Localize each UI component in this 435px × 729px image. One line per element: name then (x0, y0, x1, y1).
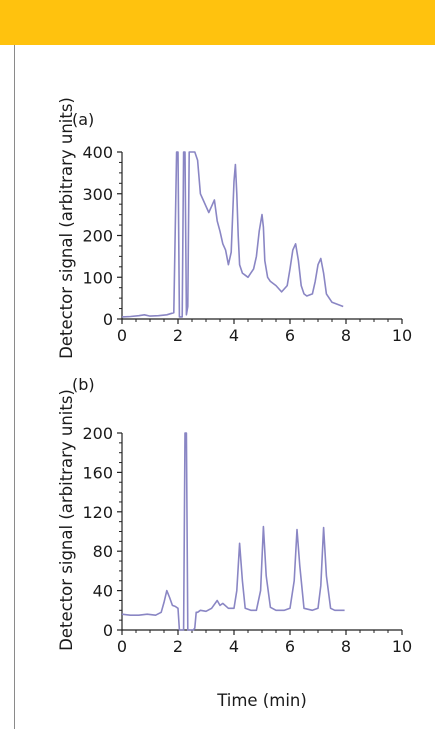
panel-b-y-tick-label: 160 (82, 463, 113, 482)
panel-b-y-tick-label: 200 (82, 424, 113, 443)
panel-a-x-tick-label: 2 (173, 326, 183, 345)
panel-b-x-tick-label: 0 (117, 637, 127, 656)
panel-b-x-tick-label: 4 (229, 637, 239, 656)
panel-b-x-tick-label: 6 (285, 637, 295, 656)
panel-a-x-tick-label: 10 (392, 326, 412, 345)
panel-a-y-tick-label: 400 (82, 143, 113, 162)
panel-a-y-tick-label: 0 (103, 310, 113, 329)
panel-b-ylabel: Detector signal (arbitrary units) (57, 389, 76, 651)
left-rule (14, 45, 15, 729)
panel-a-y-tick-label: 100 (82, 268, 113, 287)
panel-a-x-tick-label: 6 (285, 326, 295, 345)
panel-a-signal-trace (121, 151, 344, 318)
panel-a-x-tick-label: 8 (341, 326, 351, 345)
panel-b-y-tick-label: 40 (93, 582, 113, 601)
header-banner (0, 0, 435, 45)
panel-b-signal-trace (121, 432, 345, 631)
panel-b-xlabel: Time (min) (216, 691, 307, 710)
panel-b-y-tick-label: 120 (82, 503, 113, 522)
panel-a-x-tick-label: 4 (229, 326, 239, 345)
panel-b-y-tick-label: 0 (103, 621, 113, 640)
panel-b-label: (b) (72, 375, 95, 394)
panel-b-y-tick-label: 80 (93, 542, 113, 561)
panel-a-label: (a) (72, 110, 94, 129)
panel-b-x-tick-label: 2 (173, 637, 183, 656)
panel-a-ylabel: Detector signal (arbitrary units) (57, 97, 76, 359)
panel-a-y-tick-label: 200 (82, 227, 113, 246)
panel-a-x-tick-label: 0 (117, 326, 127, 345)
panel-b-x-tick-label: 8 (341, 637, 351, 656)
panel-b-x-tick-label: 10 (392, 637, 412, 656)
panel-a-y-tick-label: 300 (82, 185, 113, 204)
